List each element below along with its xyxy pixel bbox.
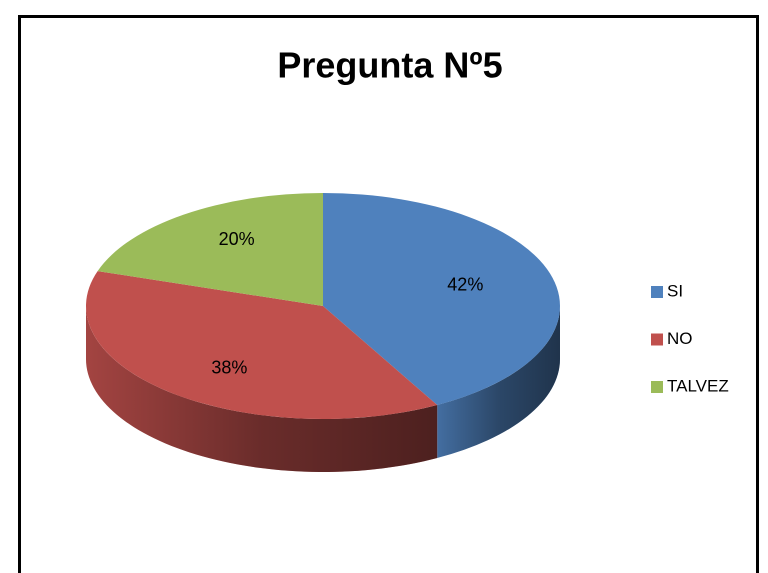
pie-slice [86,271,438,420]
chart-title: Pregunta Nº5 [277,45,502,86]
legend-swatch [651,286,663,298]
legend-label: SI [667,281,683,300]
legend-swatch [651,333,663,346]
data-label: 42% [447,275,483,295]
legend-label: NO [667,329,693,348]
pie-slice [323,193,560,406]
data-label: 20% [219,229,255,249]
pie-slice [97,193,323,306]
legend-label: TALVEZ [667,376,729,395]
pie-side-shade [437,306,560,459]
data-label: 38% [211,357,247,377]
pie-side-shade [86,306,438,472]
legend-swatch [651,381,663,393]
